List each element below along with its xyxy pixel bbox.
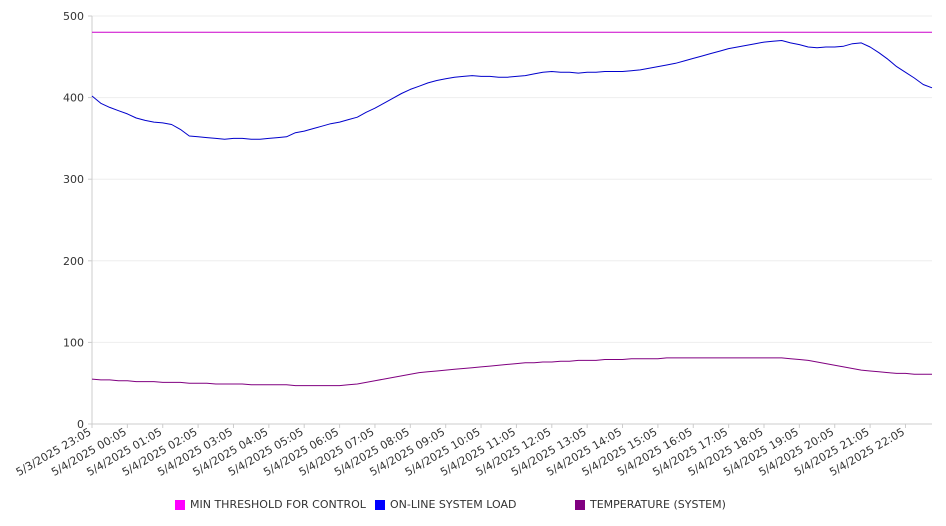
y-tick-label-4: 400 (63, 92, 84, 105)
legend-swatch-min-threshold (175, 499, 185, 510)
legend: MIN THRESHOLD FOR CONTROL ON-LINE SYSTEM… (0, 498, 946, 514)
y-tick-label-0: 0 (77, 418, 84, 431)
y-tick-label-2: 200 (63, 255, 84, 268)
axes (91, 16, 932, 425)
legend-item-online-system-load[interactable]: ON-LINE SYSTEM LOAD (375, 498, 516, 511)
series-line-temperature (91, 357, 932, 387)
legend-item-min-threshold[interactable]: MIN THRESHOLD FOR CONTROL (175, 498, 366, 511)
legend-label-temperature: TEMPERATURE (SYSTEM) (590, 498, 726, 511)
legend-label-min-threshold: MIN THRESHOLD FOR CONTROL (190, 498, 366, 511)
series-line-online-system-load (91, 40, 933, 140)
grid-lines (92, 15, 932, 343)
y-tick-label-5: 500 (63, 10, 84, 23)
y-tick-labels: 0 100 200 300 400 500 (63, 10, 92, 431)
legend-item-temperature[interactable]: TEMPERATURE (SYSTEM) (575, 498, 726, 511)
legend-swatch-temperature (575, 499, 585, 510)
y-tick-label-3: 300 (63, 173, 84, 186)
legend-swatch-online-system-load (375, 499, 385, 510)
y-tick-label-1: 100 (63, 336, 84, 349)
series-lines (91, 31, 933, 387)
x-tick-labels: 5/3/2025 23:055/4/2025 00:055/4/2025 01:… (14, 424, 907, 479)
legend-label-online-system-load: ON-LINE SYSTEM LOAD (390, 498, 517, 511)
